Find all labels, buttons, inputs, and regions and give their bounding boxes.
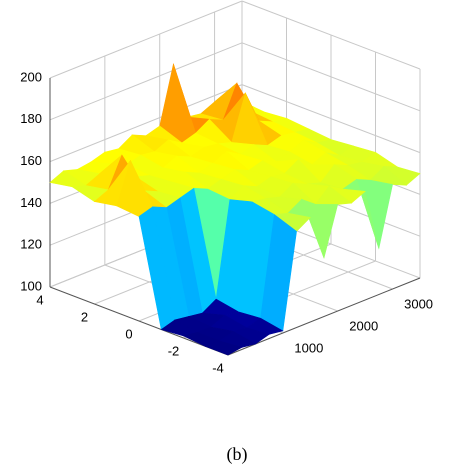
caption: (b)	[227, 444, 248, 465]
z-tick-label: 140	[20, 195, 42, 210]
y-tick-label: -4	[212, 360, 224, 375]
x-tick-label: 3000	[404, 296, 433, 311]
grid-line	[49, 84, 243, 163]
axis-line	[49, 286, 229, 356]
grid-line	[49, 42, 243, 121]
grid-line	[49, 0, 243, 79]
z-tick-label: 180	[20, 111, 42, 126]
surface-patch	[204, 340, 243, 356]
axis-line	[227, 277, 421, 356]
z-tick-label: 100	[20, 278, 42, 293]
y-tick-label: 4	[36, 292, 43, 307]
x-tick-label: 2000	[349, 318, 378, 333]
z-tick-label: 200	[20, 69, 42, 84]
z-tick-label: 120	[20, 237, 42, 252]
x-tick-label: 1000	[294, 340, 323, 355]
surface-patch	[301, 198, 339, 259]
y-tick-label: -2	[168, 343, 180, 358]
z-tick-label: 160	[20, 153, 42, 168]
y-tick-label: 0	[125, 326, 132, 341]
y-tick-label: 2	[81, 309, 88, 324]
